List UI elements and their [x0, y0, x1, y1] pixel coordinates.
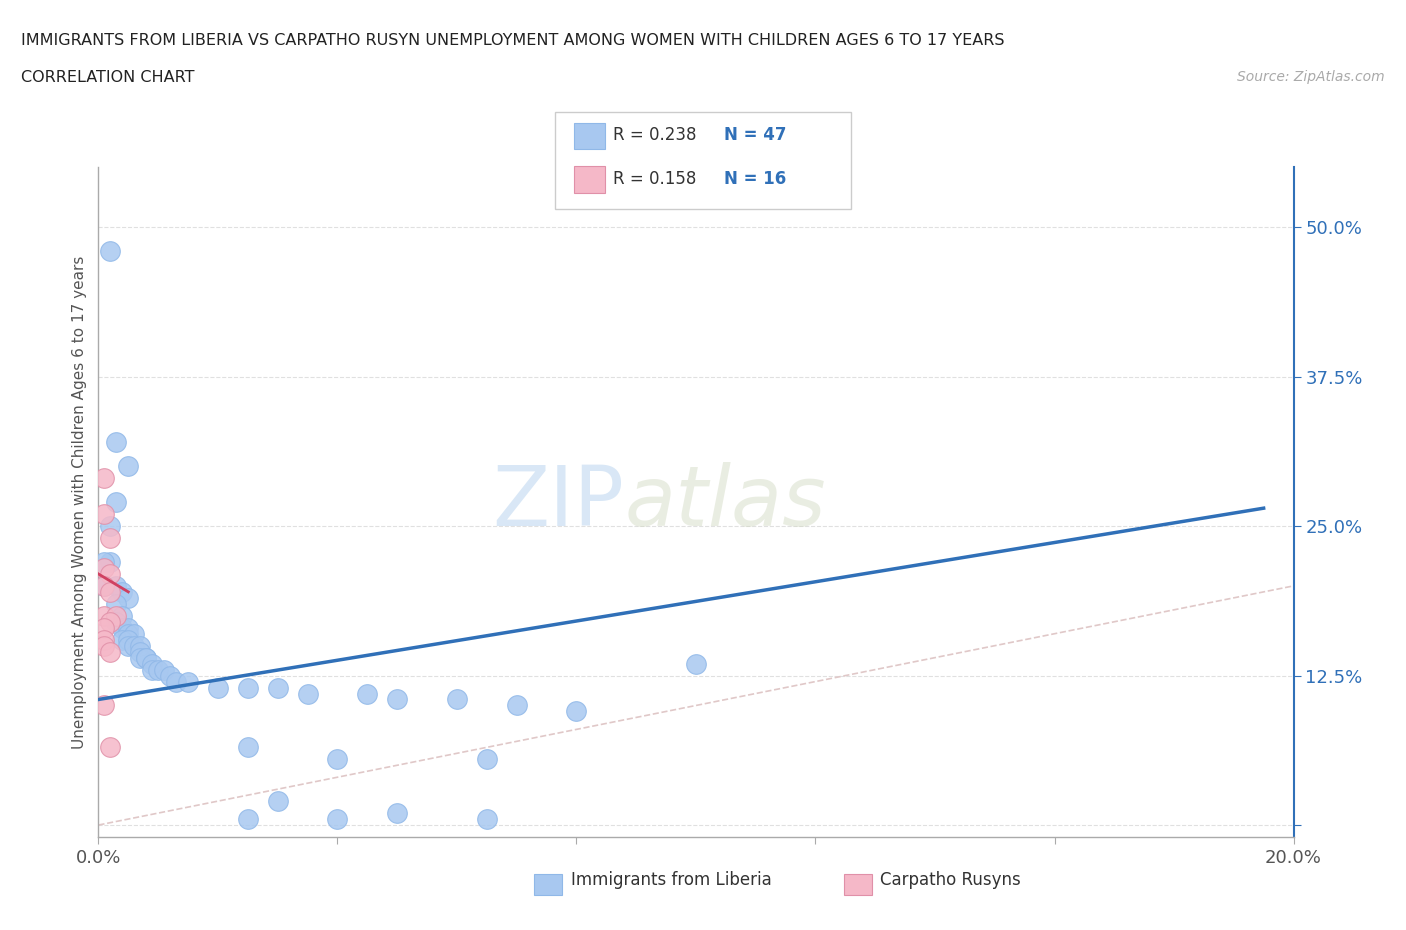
Point [98, 740, 122, 755]
Point [98, 244, 122, 259]
Point [93, 578, 115, 593]
Point [129, 638, 152, 653]
Text: IMMIGRANTS FROM LIBERIA VS CARPATHO RUSYN UNEMPLOYMENT AMONG WOMEN WITH CHILDREN: IMMIGRANTS FROM LIBERIA VS CARPATHO RUSY… [21, 33, 1005, 47]
Text: Source: ZipAtlas.com: Source: ZipAtlas.com [1237, 70, 1385, 84]
Point [93, 471, 115, 485]
Point [93, 638, 115, 653]
Point [124, 638, 146, 653]
Point [159, 668, 181, 683]
Point [148, 662, 170, 677]
Text: Carpatho Rusyns: Carpatho Rusyns [880, 871, 1021, 889]
Point [385, 805, 409, 820]
Point [506, 698, 529, 713]
Point [356, 686, 378, 701]
Point [105, 608, 128, 623]
Point [207, 680, 229, 695]
Point [93, 554, 115, 569]
Point [565, 704, 588, 719]
Point [105, 615, 128, 630]
Point [165, 674, 187, 689]
Point [98, 644, 122, 659]
Point [267, 680, 290, 695]
Text: CORRELATION CHART: CORRELATION CHART [21, 70, 194, 85]
Point [98, 519, 122, 534]
Point [129, 644, 152, 659]
Point [297, 686, 319, 701]
Point [446, 692, 468, 707]
Point [98, 615, 122, 630]
Point [111, 620, 134, 635]
Point [141, 662, 163, 677]
Point [326, 751, 349, 766]
Point [105, 435, 128, 450]
Point [135, 650, 157, 665]
Point [475, 751, 498, 766]
Point [111, 608, 134, 623]
Point [93, 608, 115, 623]
Point [117, 591, 139, 605]
Point [93, 578, 115, 593]
Point [105, 578, 128, 593]
Point [98, 554, 122, 569]
Point [105, 596, 128, 611]
Point [93, 507, 115, 522]
Point [105, 495, 128, 510]
Point [236, 812, 259, 827]
Point [385, 692, 409, 707]
Point [111, 584, 134, 599]
Point [236, 680, 259, 695]
Text: N = 47: N = 47 [724, 126, 786, 143]
Point [141, 657, 163, 671]
Point [93, 620, 115, 635]
Point [117, 632, 139, 647]
Point [111, 632, 134, 647]
Point [98, 566, 122, 581]
Point [685, 657, 707, 671]
Point [93, 561, 115, 576]
Point [153, 662, 176, 677]
Point [98, 531, 122, 546]
Point [135, 650, 157, 665]
Point [93, 632, 115, 647]
Text: R = 0.238: R = 0.238 [613, 126, 696, 143]
Text: N = 16: N = 16 [724, 170, 786, 188]
Point [117, 458, 139, 473]
Text: atlas: atlas [624, 461, 825, 543]
Text: R = 0.158: R = 0.158 [613, 170, 696, 188]
Point [117, 626, 139, 641]
Point [93, 698, 115, 713]
Point [129, 650, 152, 665]
Y-axis label: Unemployment Among Women with Children Ages 6 to 17 years: Unemployment Among Women with Children A… [72, 256, 87, 749]
Point [98, 584, 122, 599]
Point [236, 740, 259, 755]
Point [117, 620, 139, 635]
Point [475, 812, 498, 827]
Point [326, 812, 349, 827]
Text: Immigrants from Liberia: Immigrants from Liberia [571, 871, 772, 889]
Point [117, 638, 139, 653]
Point [177, 674, 200, 689]
Point [124, 626, 146, 641]
Point [267, 793, 290, 808]
Text: ZIP: ZIP [492, 461, 624, 543]
